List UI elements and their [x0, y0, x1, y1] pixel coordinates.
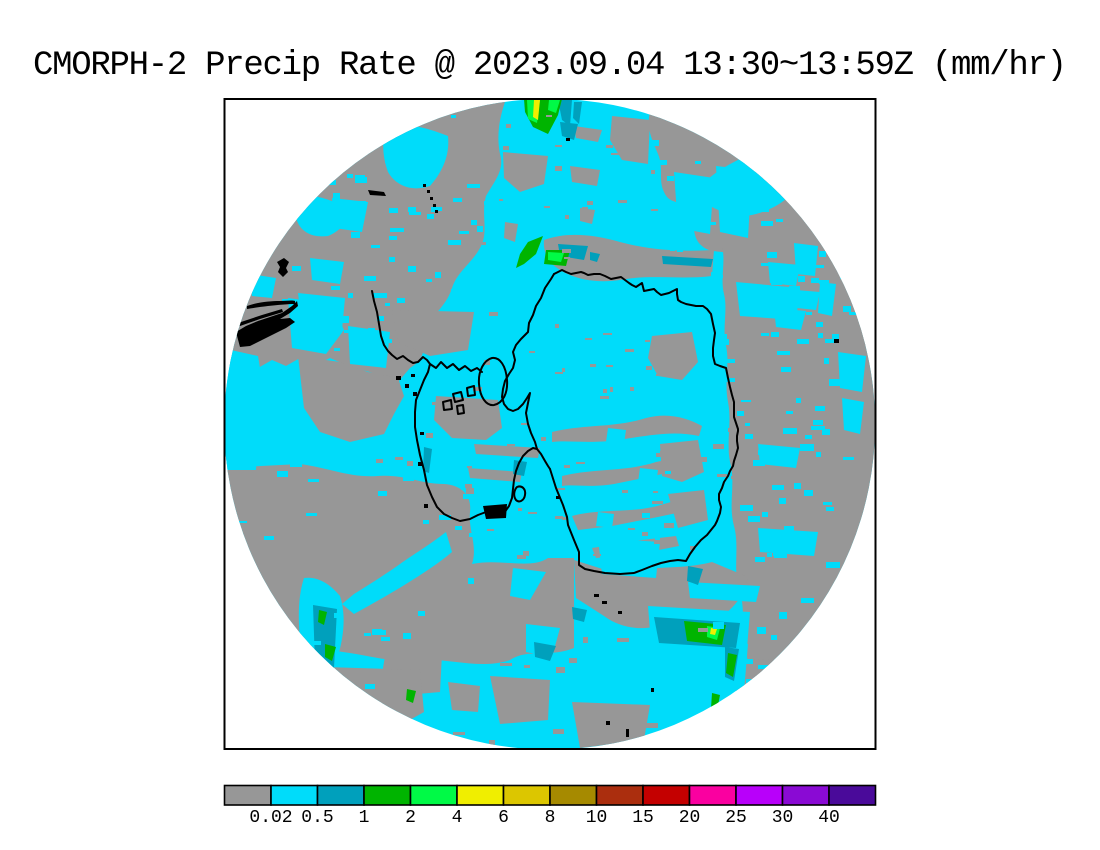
svg-text:10: 10 — [586, 808, 608, 828]
svg-text:15: 15 — [632, 808, 654, 828]
svg-text:30: 30 — [772, 808, 794, 828]
svg-text:8: 8 — [545, 808, 556, 828]
svg-text:4: 4 — [452, 808, 463, 828]
svg-text:0.5: 0.5 — [301, 808, 333, 828]
svg-text:25: 25 — [725, 808, 747, 828]
svg-text:20: 20 — [679, 808, 701, 828]
svg-text:6: 6 — [498, 808, 509, 828]
svg-text:2: 2 — [405, 808, 416, 828]
svg-text:40: 40 — [818, 808, 840, 828]
svg-text:0.02: 0.02 — [249, 808, 292, 828]
svg-text:1: 1 — [359, 808, 370, 828]
svg-text:CMORPH-2 Precip Rate @ 2023.09: CMORPH-2 Precip Rate @ 2023.09.04 13:30~… — [33, 47, 1067, 85]
